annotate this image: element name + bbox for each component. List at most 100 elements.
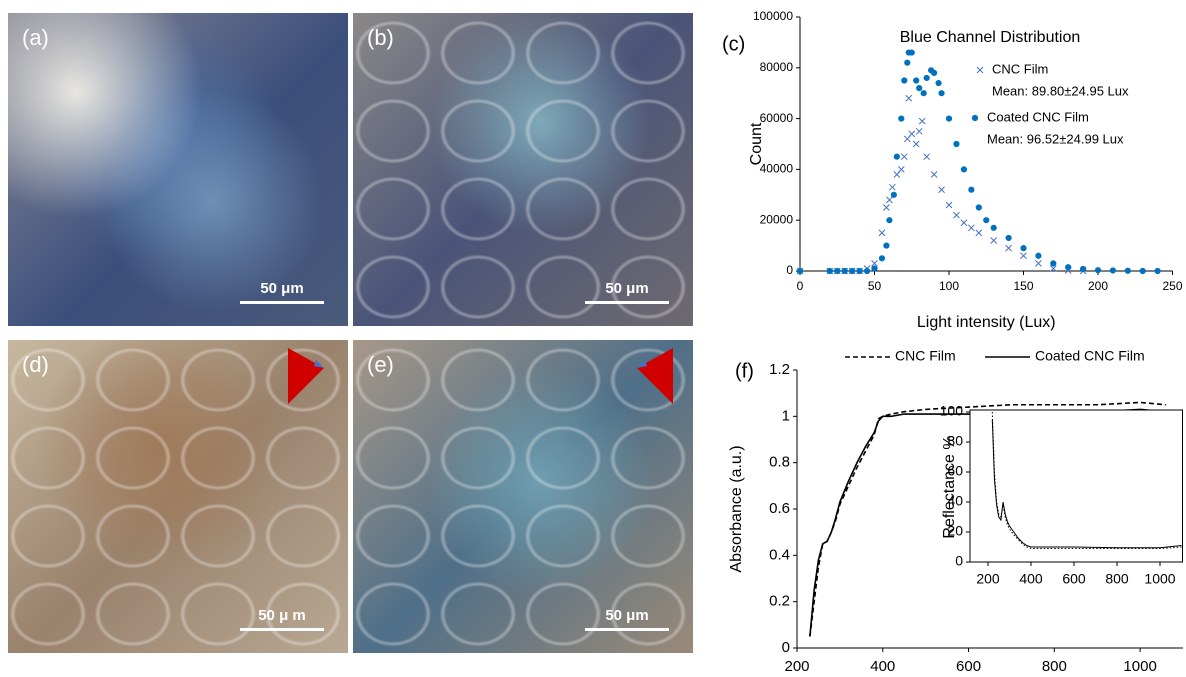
legend-label: Coated CNC Film	[1035, 348, 1145, 364]
point	[924, 75, 929, 80]
y-tick-label: 0	[782, 639, 790, 656]
point	[969, 187, 974, 192]
point	[1155, 268, 1160, 273]
point	[946, 116, 951, 121]
point	[1081, 266, 1086, 271]
point	[1066, 265, 1071, 270]
point	[872, 266, 877, 271]
point	[894, 154, 899, 159]
legend-label: Coated CNC Film	[987, 109, 1089, 124]
point	[884, 243, 889, 248]
x-tick-label: 400	[870, 658, 895, 675]
x-tick-label: 200	[784, 658, 809, 675]
charts: 0501001502002500200004000060000800001000…	[0, 0, 1186, 677]
point	[886, 197, 892, 203]
point	[909, 50, 914, 55]
point	[931, 171, 937, 177]
legend-marker	[972, 115, 977, 120]
chart-title: Blue Channel Distribution	[900, 29, 1081, 46]
point	[797, 268, 802, 273]
y-tick-label: 1.2	[769, 361, 790, 378]
point	[906, 95, 912, 101]
y-tick-label: 0.4	[769, 546, 790, 563]
point	[899, 116, 904, 121]
y-tick-label: 0.2	[769, 593, 790, 610]
point	[857, 268, 862, 273]
point	[961, 220, 967, 226]
y-axis-title: Absorbance (a.u.)	[728, 445, 745, 572]
point	[1110, 268, 1115, 273]
point	[939, 187, 945, 193]
point	[887, 218, 892, 223]
y-tick-label: 0	[786, 263, 793, 277]
page: (a) 50 μm (b) 50 μm (d) 50 μ m (e) 50 μm…	[0, 0, 1186, 677]
panel-label: (c)	[722, 33, 745, 55]
point	[1095, 268, 1100, 273]
y-tick-label: 20000	[760, 212, 794, 226]
point	[901, 154, 907, 160]
point	[1021, 246, 1026, 251]
y-tick-label: 100000	[753, 9, 793, 23]
y-tick-label: 0.6	[769, 500, 790, 517]
point	[917, 86, 922, 91]
point	[968, 225, 974, 231]
x-tick-label: 800	[1105, 571, 1129, 587]
point	[835, 268, 840, 273]
point	[954, 141, 959, 146]
point	[913, 141, 919, 147]
point	[976, 230, 982, 236]
x-axis-title: Light intensity (Lux)	[917, 314, 1056, 331]
point	[864, 268, 869, 273]
point	[961, 167, 966, 172]
point	[976, 205, 981, 210]
annotation: Mean: 89.80±24.95 Lux	[992, 83, 1129, 98]
point	[921, 91, 926, 96]
x-tick-label: 200	[1088, 279, 1108, 293]
point	[1051, 261, 1056, 266]
point	[939, 91, 944, 96]
point	[827, 268, 832, 273]
point	[953, 212, 959, 218]
x-tick-label: 1000	[1144, 571, 1175, 587]
point	[850, 268, 855, 273]
point	[889, 184, 895, 190]
x-tick-label: 0	[797, 279, 804, 293]
point	[916, 128, 922, 134]
point	[991, 238, 997, 244]
y-axis-title: Reflectance %	[941, 435, 958, 538]
point	[883, 205, 889, 211]
point	[842, 268, 847, 273]
y-tick-label: 0.8	[769, 454, 790, 471]
point	[1125, 268, 1130, 273]
point	[1021, 253, 1027, 259]
point	[936, 80, 941, 85]
legend-label: CNC Film	[895, 348, 956, 364]
point	[1006, 245, 1012, 251]
legend-label: CNC Film	[992, 61, 1048, 76]
point	[879, 256, 884, 261]
point	[1035, 260, 1041, 266]
y-axis-title: Count	[748, 122, 765, 165]
y-tick-label: 80000	[760, 60, 794, 74]
point	[924, 154, 930, 160]
y-tick-label: 0	[955, 553, 963, 569]
point	[1036, 253, 1041, 258]
x-tick-label: 600	[1062, 571, 1086, 587]
panel-label: (f)	[735, 360, 754, 382]
point	[905, 60, 910, 65]
x-tick-label: 250	[1162, 279, 1182, 293]
point	[991, 225, 996, 230]
x-tick-label: 100	[939, 279, 959, 293]
y-tick-label: 100	[940, 403, 964, 419]
point	[898, 166, 904, 172]
x-tick-label: 600	[956, 658, 981, 675]
point	[902, 78, 907, 83]
point	[1140, 268, 1145, 273]
point	[1006, 235, 1011, 240]
point	[879, 230, 885, 236]
y-tick-label: 1	[782, 407, 790, 424]
x-tick-label: 800	[1042, 658, 1067, 675]
annotation: Mean: 96.52±24.99 Lux	[987, 131, 1124, 146]
legend-marker	[977, 67, 983, 73]
x-tick-label: 150	[1013, 279, 1033, 293]
